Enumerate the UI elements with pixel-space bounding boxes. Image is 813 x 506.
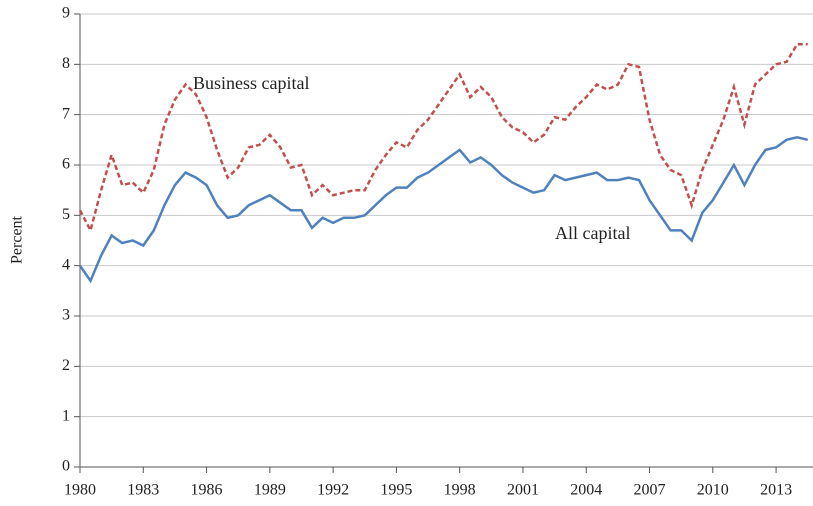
- annotation: All capital: [555, 223, 630, 243]
- x-tick-label: 2010: [697, 482, 729, 499]
- x-tick-label: 1998: [444, 482, 476, 499]
- x-tick-label: 2007: [634, 482, 666, 499]
- line-series: [78, 136, 808, 284]
- y-tick-label: 4: [62, 256, 70, 273]
- x-tick-label: 2004: [570, 482, 602, 499]
- y-tick-label: 9: [62, 5, 70, 22]
- x-tick-label: 2001: [507, 482, 539, 499]
- x-tick-label: 1986: [191, 482, 223, 499]
- y-tick-label: 1: [62, 407, 70, 424]
- y-tick-label: 8: [62, 55, 70, 72]
- x-tick-label: 1983: [127, 482, 159, 499]
- y-axis-label: Percent: [9, 215, 26, 264]
- y-tick-label: 7: [62, 105, 70, 122]
- x-tick-label: 1989: [254, 482, 286, 499]
- y-tick-label: 6: [62, 156, 70, 173]
- x-tick-label: 1992: [317, 482, 349, 499]
- y-tick-label: 3: [62, 307, 70, 324]
- x-tick-label: 1995: [380, 482, 412, 499]
- y-tick-label: 2: [62, 357, 70, 374]
- annotation: Business capital: [193, 73, 309, 93]
- x-tick-label: 1980: [64, 482, 96, 499]
- x-tick-label: 2013: [760, 482, 792, 499]
- line-series: [78, 42, 808, 234]
- y-tick-label: 5: [62, 206, 70, 223]
- y-tick-label: 0: [62, 458, 70, 475]
